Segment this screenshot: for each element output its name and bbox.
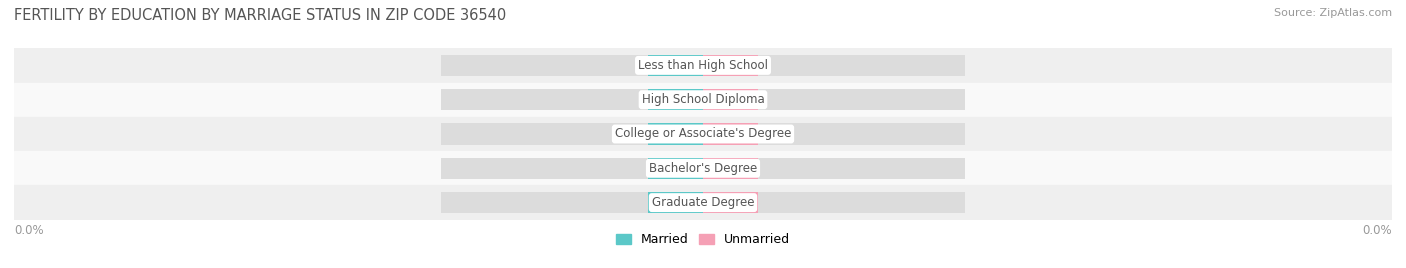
Text: 0.0%: 0.0% — [716, 60, 745, 70]
Bar — [703, 158, 758, 179]
Text: 0.0%: 0.0% — [661, 198, 690, 208]
Bar — [648, 123, 703, 145]
Bar — [703, 158, 965, 179]
Bar — [648, 192, 703, 213]
Bar — [648, 55, 703, 76]
Text: High School Diploma: High School Diploma — [641, 93, 765, 106]
Text: 0.0%: 0.0% — [661, 163, 690, 173]
Bar — [703, 89, 758, 110]
Bar — [703, 123, 965, 145]
Text: 0.0%: 0.0% — [14, 224, 44, 237]
Text: FERTILITY BY EDUCATION BY MARRIAGE STATUS IN ZIP CODE 36540: FERTILITY BY EDUCATION BY MARRIAGE STATU… — [14, 8, 506, 23]
Text: 0.0%: 0.0% — [716, 95, 745, 105]
Bar — [703, 192, 965, 213]
Bar — [441, 192, 703, 213]
Bar — [441, 89, 703, 110]
Legend: Married, Unmarried: Married, Unmarried — [612, 228, 794, 251]
Bar — [441, 158, 703, 179]
Bar — [648, 158, 703, 179]
Bar — [648, 89, 703, 110]
Bar — [703, 55, 965, 76]
Text: 0.0%: 0.0% — [716, 129, 745, 139]
Text: College or Associate's Degree: College or Associate's Degree — [614, 128, 792, 140]
Text: Source: ZipAtlas.com: Source: ZipAtlas.com — [1274, 8, 1392, 18]
Bar — [14, 117, 1392, 151]
Text: Less than High School: Less than High School — [638, 59, 768, 72]
Text: 0.0%: 0.0% — [716, 163, 745, 173]
Text: 0.0%: 0.0% — [661, 60, 690, 70]
Text: 0.0%: 0.0% — [661, 129, 690, 139]
Bar — [441, 123, 703, 145]
Text: 0.0%: 0.0% — [661, 95, 690, 105]
Bar — [703, 89, 965, 110]
Text: Graduate Degree: Graduate Degree — [652, 196, 754, 209]
Bar — [703, 55, 758, 76]
Bar — [703, 192, 758, 213]
Bar — [14, 151, 1392, 185]
Bar — [703, 123, 758, 145]
Text: 0.0%: 0.0% — [716, 198, 745, 208]
Bar — [14, 83, 1392, 117]
Text: 0.0%: 0.0% — [1362, 224, 1392, 237]
Bar — [14, 185, 1392, 220]
Bar — [441, 55, 703, 76]
Bar — [14, 48, 1392, 83]
Text: Bachelor's Degree: Bachelor's Degree — [650, 162, 756, 175]
